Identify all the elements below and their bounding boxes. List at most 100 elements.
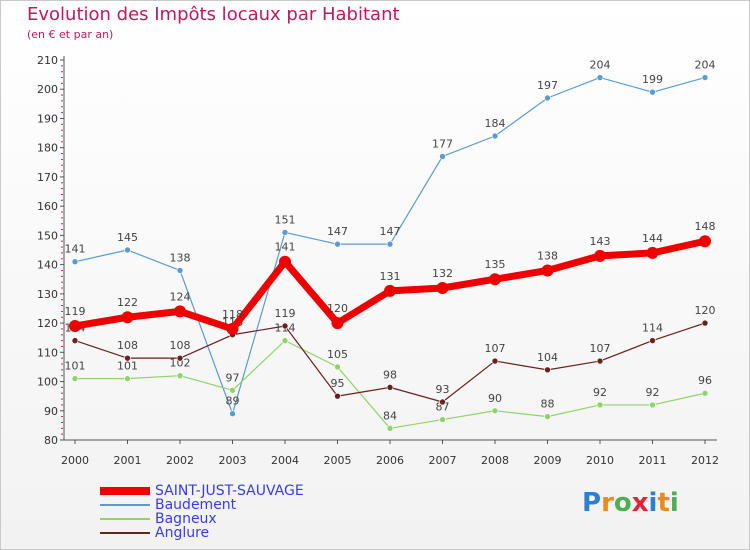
data-point	[701, 319, 709, 327]
data-label: 131	[380, 270, 401, 283]
data-label: 87	[436, 401, 450, 414]
x-tick-label: 2000	[61, 454, 89, 467]
data-label: 145	[117, 231, 138, 244]
chart-title: Evolution des Impôts locaux par Habitant	[27, 4, 400, 25]
data-label: 119	[275, 307, 296, 320]
logo-letter: P	[582, 488, 602, 518]
data-point	[71, 258, 79, 265]
data-label: 114	[642, 322, 663, 335]
data-point	[334, 240, 341, 248]
y-tick-label: 180	[37, 142, 58, 155]
data-label: 199	[642, 73, 663, 86]
data-label: 92	[593, 386, 607, 399]
data-point	[176, 354, 184, 362]
data-label: 120	[327, 302, 348, 315]
data-label: 124	[170, 290, 191, 303]
x-tick-label: 2009	[534, 454, 562, 467]
data-point	[491, 407, 499, 415]
data-point	[176, 372, 184, 379]
data-point	[334, 392, 341, 400]
data-label: 151	[275, 213, 296, 226]
data-point	[594, 249, 606, 262]
legend-swatch	[100, 487, 150, 495]
y-tick-label: 90	[44, 405, 58, 418]
data-label: 97	[226, 371, 240, 384]
logo-letter: t	[657, 488, 670, 518]
data-label: 132	[432, 267, 453, 280]
data-label: 93	[436, 383, 450, 396]
legend-swatch	[100, 532, 150, 534]
data-point	[439, 153, 446, 160]
data-label: 147	[327, 225, 348, 238]
data-point	[174, 305, 186, 318]
data-point	[71, 375, 79, 382]
x-tick-label: 2001	[114, 454, 142, 467]
data-label: 96	[698, 374, 712, 387]
data-point	[226, 322, 239, 335]
data-label: 204	[695, 59, 716, 72]
data-label: 138	[170, 251, 191, 264]
data-label: 141	[275, 241, 296, 254]
data-point	[279, 255, 291, 268]
x-tick-label: 2004	[271, 454, 299, 467]
data-label: 90	[488, 392, 502, 405]
data-point	[649, 401, 656, 409]
data-point	[491, 132, 499, 140]
y-tick-label: 200	[37, 83, 58, 96]
data-label: 204	[590, 59, 611, 72]
y-tick-label: 120	[37, 317, 58, 330]
y-tick-label: 100	[37, 376, 58, 389]
data-label: 88	[541, 398, 555, 411]
legend-label: Bagneux	[155, 511, 217, 527]
data-point	[281, 322, 289, 330]
y-tick-label: 190	[37, 112, 58, 125]
data-label: 184	[485, 117, 506, 130]
data-label: 95	[331, 377, 345, 390]
data-point	[439, 398, 446, 406]
x-tick-label: 2012	[691, 454, 719, 467]
data-point	[124, 354, 131, 362]
x-tick-label: 2011	[639, 454, 667, 467]
y-tick-label: 110	[37, 346, 58, 359]
data-point	[649, 337, 656, 344]
legend-swatch	[100, 504, 150, 506]
data-label: 143	[590, 235, 611, 248]
data-point	[701, 74, 709, 81]
data-point	[596, 401, 604, 409]
x-tick-label: 2007	[429, 454, 457, 467]
y-tick-label: 140	[37, 259, 58, 272]
x-tick-label: 2003	[219, 454, 247, 467]
data-point	[229, 387, 236, 394]
logo-letter: i	[648, 488, 658, 518]
data-point	[121, 311, 134, 324]
data-label: 107	[485, 342, 506, 355]
legend-label: Anglure	[155, 525, 210, 541]
y-tick-label: 150	[37, 229, 58, 242]
data-point	[281, 337, 289, 344]
data-point	[701, 389, 709, 397]
data-label: 177	[432, 137, 453, 150]
data-point	[541, 264, 554, 277]
data-point	[436, 282, 449, 294]
legend-label: Baudement	[155, 497, 237, 513]
y-tick-label: 160	[37, 200, 58, 213]
data-label: 104	[537, 351, 558, 364]
data-point	[229, 410, 236, 417]
legend-swatch	[100, 518, 150, 520]
data-label: 120	[695, 304, 716, 317]
data-label: 118	[222, 308, 243, 321]
data-point	[69, 320, 81, 332]
data-label: 141	[65, 243, 86, 256]
data-label: 107	[590, 342, 611, 355]
data-label: 147	[380, 225, 401, 238]
data-point	[386, 384, 394, 391]
data-point	[386, 240, 394, 248]
proxiti-logo: Proxiti	[582, 488, 679, 518]
data-point	[596, 74, 604, 81]
data-point	[489, 273, 501, 286]
x-tick-label: 2008	[481, 454, 509, 467]
data-label: 122	[117, 296, 138, 309]
data-point	[331, 317, 344, 330]
data-point	[439, 416, 446, 423]
